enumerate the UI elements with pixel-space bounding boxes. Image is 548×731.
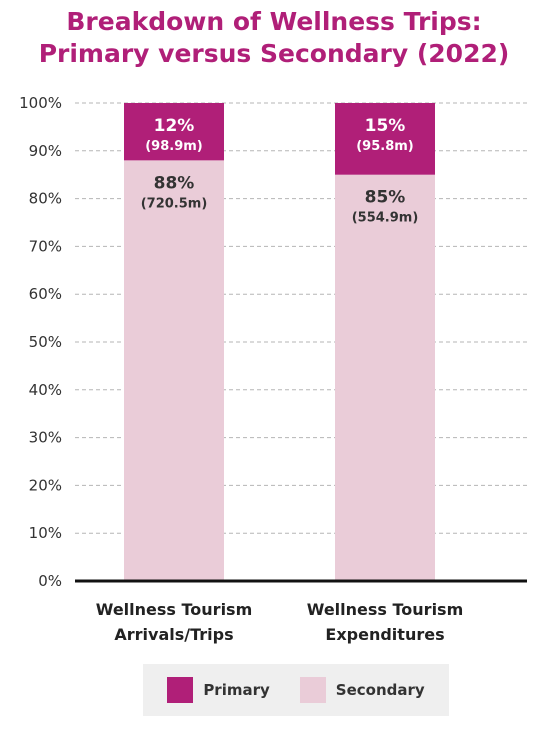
x-tick-label: Wellness Tourism <box>307 600 464 619</box>
bar-segment-secondary <box>124 160 224 582</box>
data-label-value: (98.9m) <box>145 139 203 154</box>
x-tick-label: Expenditures <box>325 625 444 644</box>
data-label-value: (95.8m) <box>356 139 414 154</box>
y-tick-label: 30% <box>29 429 62 447</box>
y-tick-label: 40% <box>29 381 62 399</box>
chart-title: Breakdown of Wellness Trips: Primary ver… <box>0 6 548 70</box>
y-tick-label: 0% <box>38 572 62 590</box>
bar-segment-primary <box>335 103 435 175</box>
chart-title-line-2: Primary versus Secondary (2022) <box>38 39 510 68</box>
stacked-bar-chart: 0% 10% 20% 30% 40% 50% 60% 70% 80% 90% 100% 88% (720… <box>19 94 527 644</box>
legend-label-secondary: Secondary <box>335 681 425 699</box>
y-tick-label: 60% <box>29 285 62 303</box>
y-tick-label: 80% <box>29 190 62 208</box>
legend: Primary Secondary <box>143 664 449 716</box>
data-label-percent: 88% <box>154 173 195 193</box>
y-tick-label: 10% <box>29 524 62 542</box>
legend-swatch-secondary <box>299 677 326 703</box>
bar-segment-secondary <box>335 174 435 581</box>
y-tick-label: 70% <box>29 237 62 255</box>
y-tick-label: 20% <box>29 476 62 494</box>
data-label-value: (554.9m) <box>352 211 419 226</box>
legend-label-primary: Primary <box>203 681 270 699</box>
legend-item-primary: Primary <box>167 677 270 703</box>
y-tick-label: 100% <box>19 94 62 112</box>
bar-segment-primary <box>124 103 224 161</box>
data-label-percent: 85% <box>365 188 406 208</box>
data-label-percent: 15% <box>365 116 406 136</box>
x-tick-label: Arrivals/Trips <box>114 625 233 644</box>
chart-title-line-1: Breakdown of Wellness Trips: <box>66 7 482 36</box>
y-tick-label: 50% <box>29 333 62 351</box>
legend-swatch-primary <box>167 677 194 703</box>
y-tick-label: 90% <box>29 142 62 160</box>
legend-item-secondary: Secondary <box>299 677 425 703</box>
data-label-value: (720.5m) <box>141 196 208 211</box>
x-tick-label: Wellness Tourism <box>96 600 253 619</box>
data-label-percent: 12% <box>154 116 195 136</box>
